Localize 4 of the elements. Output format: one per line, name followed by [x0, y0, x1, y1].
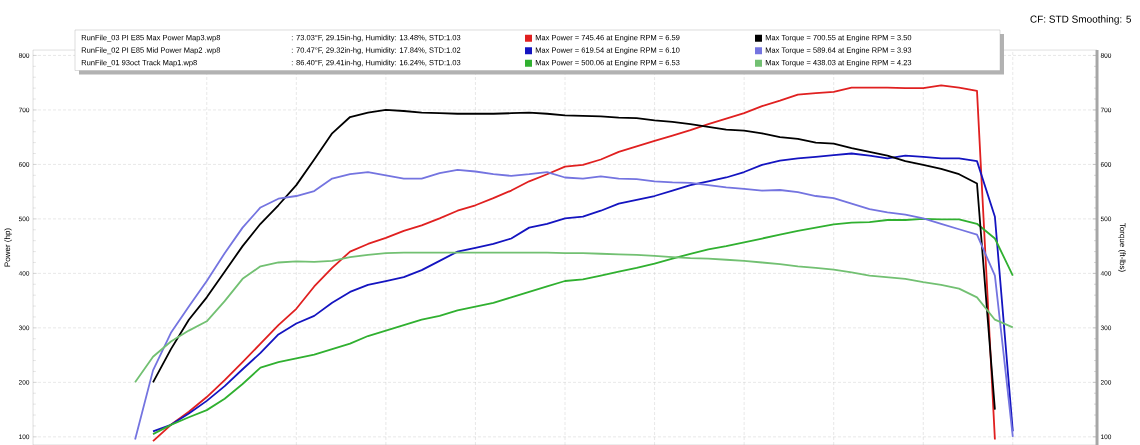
text: CF: STD Smoothing: 5: [1030, 15, 1132, 25]
y2-axis-title: Torque (ft-lbs): [1118, 223, 1126, 272]
line-series: [152, 217, 1014, 435]
y-axis-title: Power (hp): [4, 228, 12, 267]
